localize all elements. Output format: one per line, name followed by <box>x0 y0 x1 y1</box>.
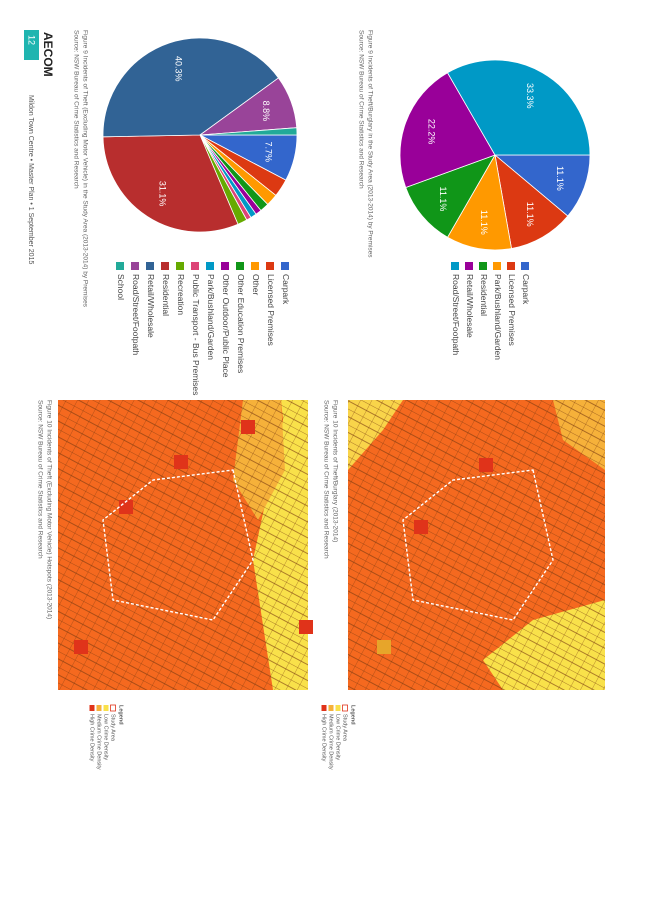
legend-swatch <box>236 262 244 270</box>
legend-label: Public Transport - Bus Premises <box>191 274 201 395</box>
footer-text: Mildon Town Centre • Master Plan • 1 Sep… <box>27 95 34 264</box>
data-label: 11.1% <box>479 210 489 235</box>
legend-swatch <box>89 705 95 711</box>
legend-label: Low Crime Density <box>335 714 341 760</box>
data-label: 22.2% <box>426 119 436 145</box>
data-label: 40.3% <box>173 56 183 82</box>
data-label: 33.3% <box>525 83 535 109</box>
legend-swatch <box>507 262 515 270</box>
legend-label: Recreation <box>176 274 186 315</box>
legend-swatch <box>335 705 341 711</box>
legend-swatch <box>328 705 334 711</box>
legend-label: Retail/Wholesale <box>465 274 475 338</box>
data-label: 11.1% <box>438 187 448 212</box>
pie-slice <box>446 153 512 251</box>
legend-swatch <box>116 262 124 270</box>
legend-swatch <box>191 262 199 270</box>
legend-label: School <box>116 274 126 300</box>
legend-swatch <box>465 262 473 270</box>
legend-swatch <box>96 705 102 711</box>
legend-swatch <box>206 262 214 270</box>
legend-label: Other Education Premises <box>236 274 246 373</box>
figure-caption: Figure 9 Incidents of Theft/Burglary in … <box>366 30 373 258</box>
map-1 <box>348 400 605 690</box>
legend-swatch <box>146 262 154 270</box>
legend-swatch <box>281 262 289 270</box>
legend-label: Study Area <box>110 714 116 742</box>
legend-swatch <box>251 262 259 270</box>
legend-swatch <box>266 262 274 270</box>
legend-swatch <box>479 262 487 270</box>
legend-label: Retail/Wholesale <box>146 274 156 338</box>
legend-label: Park/Bushland/Garden <box>206 274 216 360</box>
figure-source: Source: NSW Bureau of Crime Statistics a… <box>72 30 79 189</box>
legend-swatch <box>342 704 348 712</box>
pie-slice <box>102 134 239 233</box>
legend-swatch <box>321 705 327 711</box>
figure-source: Source: NSW Bureau of Crime Statistics a… <box>322 400 329 559</box>
legend-label: Carpark <box>281 274 291 305</box>
legend-swatch <box>103 705 109 711</box>
brand: AECOM <box>41 32 55 77</box>
legend-label: Residential <box>479 274 489 316</box>
legend-swatch <box>131 262 139 270</box>
legend-label: High Crime Density <box>89 714 95 762</box>
map-2 <box>58 400 313 690</box>
legend-label: Study Area <box>342 714 348 742</box>
figure-caption: Figure 9 Incidents of Theft (Excluding M… <box>81 30 88 308</box>
pie-slice <box>102 37 280 138</box>
pie-slice <box>199 127 298 136</box>
legend-swatch <box>221 262 229 270</box>
legend-label: Residential <box>161 274 171 316</box>
pie-slice <box>494 153 569 250</box>
legend-label: Road/Street/Footpath <box>451 274 461 356</box>
legend-title: Legend <box>350 705 356 725</box>
page-number: 12 <box>27 35 37 45</box>
legend-label: Medium Crime Density <box>328 714 334 770</box>
data-label: 7.7% <box>263 141 273 162</box>
legend-label: Licensed Premises <box>507 274 517 346</box>
pie-slice <box>446 59 591 156</box>
pie-slice <box>399 72 496 189</box>
legend-label: Other <box>251 274 261 295</box>
legend-label: High Crime Density <box>321 714 327 762</box>
legend-swatch <box>110 704 116 712</box>
legend-label: Park/Bushland/Garden <box>493 274 503 360</box>
legend-swatch <box>493 262 501 270</box>
legend-label: Low Crime Density <box>103 714 109 760</box>
data-label: 11.1% <box>525 202 535 227</box>
legend-label: Other Outdoor/Public Place <box>221 274 231 378</box>
legend-label: Medium Crime Density <box>96 714 102 770</box>
data-label: 8.8% <box>261 101 271 122</box>
data-label: 11.1% <box>555 166 565 191</box>
legend-swatch <box>451 262 459 270</box>
legend-title: Legend <box>118 705 124 725</box>
legend-label: Carpark <box>521 274 531 305</box>
legend-swatch <box>521 262 529 270</box>
legend-swatch <box>176 262 184 270</box>
page-badge <box>24 30 39 60</box>
legend-swatch <box>161 262 169 270</box>
legend-label: Road/Street/Footpath <box>131 274 141 356</box>
pie-slice <box>405 154 496 238</box>
figure-caption: Figure 10 Incidents of Theft/Burglary (2… <box>331 400 338 542</box>
figure-source: Source: NSW Bureau of Crime Statistics a… <box>357 30 364 189</box>
figure-source: Source: NSW Bureau of Crime Statistics a… <box>36 400 43 559</box>
pie-slice <box>493 154 591 217</box>
data-label: 31.1% <box>158 181 168 207</box>
figure-caption: Figure 10 Incidents of Theft (Excluding … <box>45 400 52 619</box>
legend-label: Licensed Premises <box>266 274 276 346</box>
